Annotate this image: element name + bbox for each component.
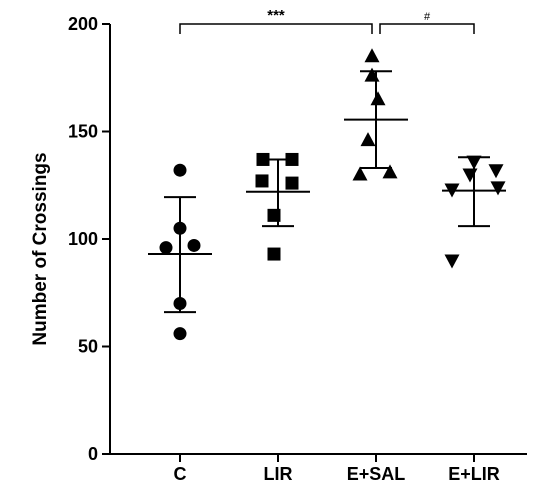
circle-marker	[173, 327, 187, 341]
triangle-up-marker	[360, 132, 376, 147]
triangle-up-marker	[352, 166, 368, 181]
triangle-up-marker	[370, 91, 386, 106]
triangle-down-marker	[490, 181, 506, 196]
series-C	[159, 163, 201, 341]
bracket-E+SAL-E+LIR: #	[379, 11, 475, 34]
mean-sd-LIR	[246, 158, 310, 228]
square-marker	[267, 247, 281, 261]
square-marker	[255, 174, 269, 188]
y-axis-label: Number of Crossings	[30, 152, 51, 345]
significance-label: #	[424, 11, 431, 23]
mean-sd-C	[148, 196, 212, 314]
x-tick-label: E+SAL	[347, 464, 406, 484]
x-tick-label: C	[174, 464, 187, 484]
triangle-up-marker	[364, 48, 380, 63]
triangle-down-marker	[462, 168, 478, 183]
triangle-down-marker	[488, 164, 504, 179]
triangle-down-marker	[444, 254, 460, 269]
y-tick-label: 0	[88, 444, 98, 464]
circle-marker	[187, 238, 201, 252]
mean-sd-E+LIR	[442, 156, 506, 228]
square-marker	[285, 176, 299, 190]
significance-brackets: *** #	[179, 7, 475, 34]
x-tick-label: LIR	[264, 464, 293, 484]
mean-sd-E+SAL	[344, 70, 408, 170]
bracket-line	[379, 23, 475, 34]
bracket-C-E+SAL: ***	[179, 7, 373, 34]
y-tick-label: 200	[68, 14, 98, 34]
y-tick-label: 50	[78, 337, 98, 357]
mean-sd-bars	[148, 70, 506, 314]
triangle-up-marker	[382, 164, 398, 179]
bracket-line	[179, 23, 373, 34]
data-points	[159, 48, 506, 341]
axes: 0 50 100 150 200 C LIR E+SAL E+LIR Number of Cros…	[30, 14, 527, 484]
circle-marker	[173, 163, 187, 177]
significance-label: ***	[267, 7, 285, 24]
y-tick-label: 150	[68, 122, 98, 142]
x-tick-label: E+LIR	[448, 464, 500, 484]
y-tick-label: 100	[68, 229, 98, 249]
circle-marker	[159, 241, 173, 255]
triangle-up-marker	[364, 67, 380, 82]
